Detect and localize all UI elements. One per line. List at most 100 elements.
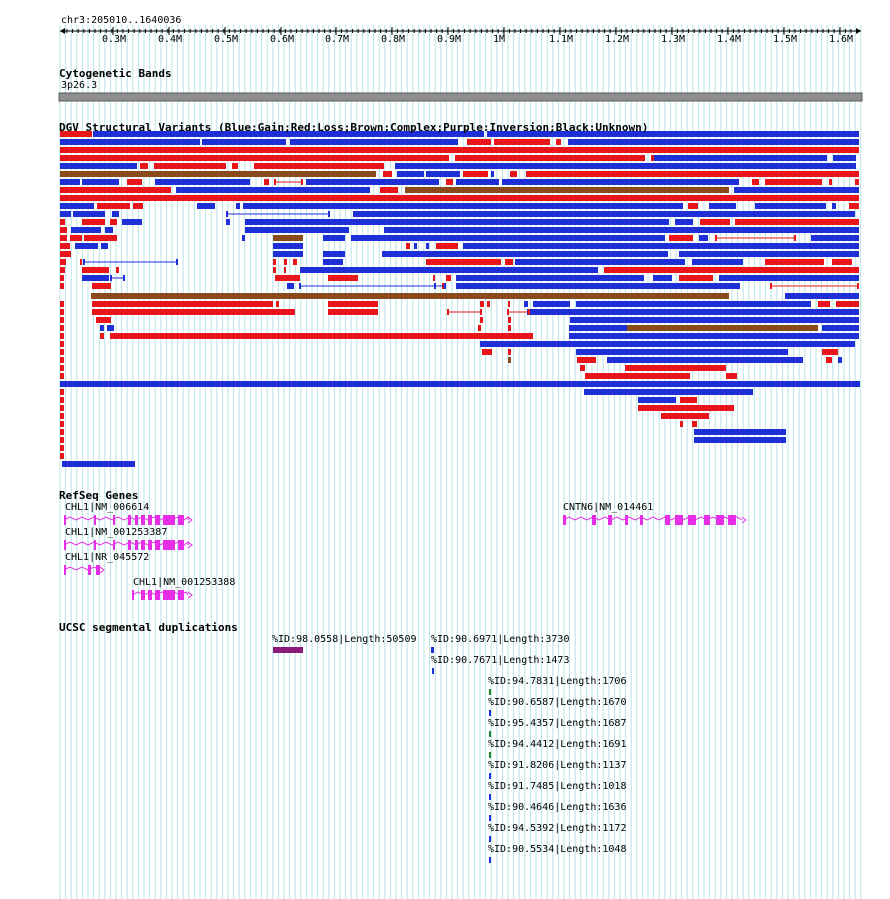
gene-exon	[64, 515, 66, 525]
dgv-variant	[533, 301, 570, 307]
dgv-variant	[96, 317, 111, 323]
dgv-variant	[822, 325, 859, 331]
dgv-variant-cap	[638, 405, 640, 411]
gene-exon	[135, 515, 138, 525]
dgv-variant	[480, 317, 483, 323]
dgv-variant	[480, 341, 855, 347]
dgv-variant	[133, 203, 143, 209]
dgv-variant-cap	[226, 211, 228, 217]
dgv-variant	[243, 203, 683, 209]
gene-label[interactable]: CHL1|NM_006614	[65, 502, 150, 513]
segdup-label[interactable]: %ID:94.5392|Length:1172	[488, 823, 627, 834]
gene-strand-arrow	[741, 516, 747, 524]
segdup-label[interactable]: %ID:90.6971|Length:3730	[431, 634, 570, 645]
dgv-variant	[154, 163, 226, 169]
dgv-variant	[692, 421, 697, 427]
dgv-variant-cap	[857, 283, 859, 289]
dgv-variant-cap	[108, 179, 110, 185]
gene-exon	[592, 515, 596, 525]
dgv-variant	[832, 203, 836, 209]
dgv-variant-cap	[299, 283, 301, 289]
segdup-label[interactable]: %ID:90.5534|Length:1048	[488, 844, 627, 855]
segdup-label[interactable]: %ID:95.4357|Length:1687	[488, 718, 627, 729]
dgv-variant	[290, 139, 458, 145]
ruler-tick-label: 0.7M	[325, 34, 350, 45]
dgv-variant-cap	[110, 275, 112, 281]
refseq-track-title[interactable]: RefSeq Genes	[59, 489, 139, 502]
gene-exon	[64, 540, 66, 550]
dgv-variant	[60, 283, 64, 289]
dgv-variant-cap	[685, 373, 687, 379]
cytoband-track-title[interactable]: Cytogenetic Bands	[59, 67, 172, 80]
dgv-variant	[62, 461, 135, 467]
ruler-tick-label: 1.6M	[829, 34, 854, 45]
dgv-variant	[60, 139, 200, 145]
segdup-block	[489, 752, 491, 758]
gene-exon	[163, 515, 175, 525]
dgv-variant	[93, 131, 484, 137]
dgv-variant-cap	[585, 373, 587, 379]
gene-model	[63, 515, 193, 525]
dgv-variant	[105, 227, 113, 233]
gene-label[interactable]: CHL1|NR_045572	[65, 552, 150, 563]
dgv-variant	[60, 275, 64, 281]
gene-exon	[94, 515, 96, 525]
segdup-label[interactable]: %ID:90.6587|Length:1670	[488, 697, 627, 708]
dgv-variant	[568, 139, 859, 145]
dgv-variant	[510, 171, 517, 177]
dgv-variant	[765, 259, 824, 265]
dgv-variant	[651, 155, 654, 161]
dgv-variant	[405, 187, 729, 193]
dgv-variant	[604, 267, 859, 273]
dgv-variant	[242, 235, 245, 241]
dgv-variant	[508, 349, 511, 355]
dgv-variant	[755, 203, 826, 209]
dgv-variant	[60, 227, 67, 233]
dgv-variant	[785, 293, 859, 299]
segdup-label[interactable]: %ID:94.4412|Length:1691	[488, 739, 627, 750]
segdup-label[interactable]: %ID:98.0558|Length:50509	[272, 634, 417, 645]
gene-intron	[562, 516, 743, 521]
ruler-tick-label: 1.1M	[549, 34, 574, 45]
ruler-tick-label: 0.5M	[214, 34, 239, 45]
segdup-label[interactable]: %ID:94.7831|Length:1706	[488, 676, 627, 687]
gene-exon	[178, 515, 184, 525]
dgv-variant	[245, 219, 669, 225]
dgv-variant	[100, 325, 104, 331]
cytoband-bar	[58, 92, 863, 102]
gene-exon	[135, 540, 138, 550]
dgv-variant	[60, 195, 859, 201]
gene-model	[562, 515, 747, 525]
gene-label[interactable]: CNTN6|NM_014461	[563, 502, 654, 513]
dgv-variant	[323, 259, 343, 265]
dgv-variant	[406, 243, 410, 249]
gene-exon	[178, 590, 184, 600]
dgv-variant	[60, 349, 64, 355]
dgv-variant-cap	[528, 309, 530, 315]
dgv-variant	[328, 301, 378, 307]
dgv-variant	[508, 317, 511, 323]
segdup-track-title[interactable]: UCSC segmental duplications	[59, 621, 238, 634]
segdup-label[interactable]: %ID:90.7671|Length:1473	[431, 655, 570, 666]
segdup-label[interactable]: %ID:91.8206|Length:1137	[488, 760, 627, 771]
dgv-variant	[480, 301, 484, 307]
dgv-variant	[719, 275, 859, 281]
segdup-label[interactable]: %ID:91.7485|Length:1018	[488, 781, 627, 792]
ruler-tick-label: 1M	[493, 34, 506, 45]
dgv-variant	[306, 179, 439, 185]
dgv-variant	[245, 227, 349, 233]
gene-label[interactable]: CHL1|NM_001253387	[65, 527, 168, 538]
gene-label[interactable]: CHL1|NM_001253388	[133, 577, 236, 588]
dgv-variant	[92, 301, 273, 307]
dgv-variant	[197, 203, 215, 209]
dgv-track-title[interactable]: DGV Structural Variants (Blue:Gain;Red:L…	[59, 121, 649, 134]
segdup-label[interactable]: %ID:90.4646|Length:1636	[488, 802, 627, 813]
dgv-variant	[436, 243, 458, 249]
dgv-variant	[380, 187, 398, 193]
ruler-tick-label: 1.4M	[717, 34, 742, 45]
dgv-variant-cap	[507, 309, 509, 315]
dgv-variant	[556, 139, 561, 145]
dgv-variant	[699, 235, 708, 241]
dgv-variant	[569, 333, 859, 339]
dgv-variant	[752, 179, 759, 185]
